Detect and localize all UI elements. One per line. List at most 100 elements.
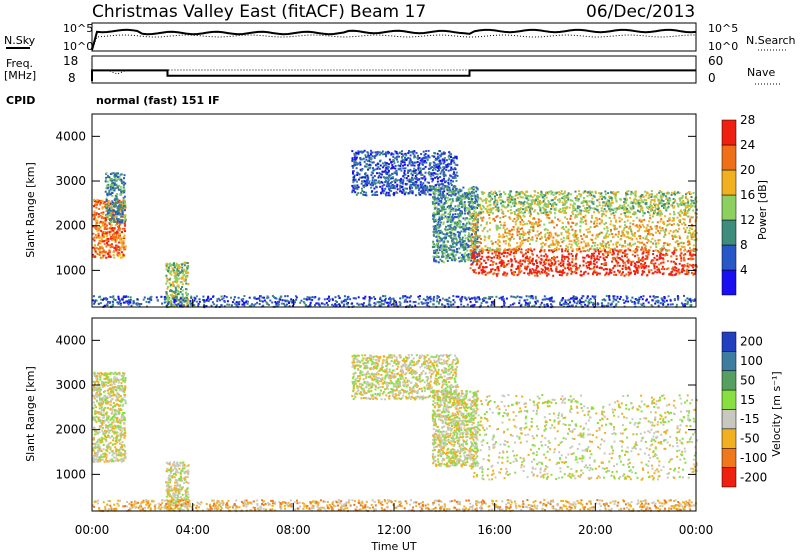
scatter-cell xyxy=(519,264,522,267)
scatter-cell xyxy=(352,297,355,300)
scatter-cell xyxy=(179,297,182,300)
scatter-cell xyxy=(471,198,474,200)
scatter-cell xyxy=(104,222,107,225)
scatter-cell xyxy=(115,236,118,239)
scatter-cell xyxy=(474,198,477,201)
scatter-cell xyxy=(615,259,618,262)
scatter-cell xyxy=(263,299,266,302)
scatter-cell xyxy=(670,255,673,258)
scatter-cell xyxy=(447,240,450,243)
scatter-cell xyxy=(468,202,471,205)
scatter-cell xyxy=(112,234,115,237)
scatter-cell xyxy=(447,181,450,184)
scatter-cell xyxy=(438,246,441,249)
scatter-cell xyxy=(613,295,616,298)
scatter-cell xyxy=(490,259,493,262)
scatter-cell xyxy=(117,220,120,223)
scatter-cell xyxy=(472,269,475,272)
scatter-cell xyxy=(356,171,359,174)
scatter-cell xyxy=(399,186,402,189)
scatter-cell xyxy=(94,213,97,216)
scatter-cell xyxy=(106,210,109,213)
scatter-cell xyxy=(416,157,419,160)
scatter-cell xyxy=(440,199,443,202)
scatter-cell xyxy=(645,235,648,238)
scatter-cell xyxy=(449,244,452,247)
scatter-cell xyxy=(547,213,550,216)
scatter-cell xyxy=(567,303,570,305)
scatter-cell xyxy=(418,298,421,301)
scatter-cell xyxy=(390,190,393,192)
scatter-cell xyxy=(650,269,653,272)
scatter-cell xyxy=(618,264,621,267)
freq-tick-top: 18 xyxy=(63,54,78,68)
scatter-cell xyxy=(593,222,595,225)
scatter-cell xyxy=(592,267,595,270)
scatter-cell xyxy=(636,245,638,248)
scatter-cell xyxy=(455,208,458,211)
scatter-cell xyxy=(355,157,358,160)
scatter-cell xyxy=(672,268,675,271)
scatter-cell xyxy=(596,258,599,261)
scatter-cell xyxy=(481,272,484,275)
scatter-cell xyxy=(97,201,100,204)
scatter-cell xyxy=(365,194,368,197)
scatter-cell xyxy=(108,191,111,194)
scatter-cell xyxy=(651,272,654,275)
scatter-cell xyxy=(571,304,574,307)
scatter-cell xyxy=(456,231,459,234)
scatter-cell xyxy=(462,248,465,251)
scatter-cell xyxy=(404,152,407,155)
scatter-cell xyxy=(539,231,542,234)
scatter-cell xyxy=(566,263,569,266)
scatter-cell xyxy=(433,246,436,248)
scatter-cell xyxy=(104,205,107,208)
scatter-cell xyxy=(388,297,390,300)
scatter-cell xyxy=(643,305,646,308)
scatter-cell xyxy=(450,206,453,209)
scatter-cell xyxy=(475,300,478,303)
scatter-cell xyxy=(351,189,354,192)
scatter-cell xyxy=(675,267,678,270)
scatter-cell xyxy=(441,180,444,183)
scatter-cell xyxy=(478,249,481,252)
scatter-cell xyxy=(658,268,661,271)
scatter-cell xyxy=(392,193,395,196)
scatter-cell xyxy=(479,263,482,266)
scatter-cell xyxy=(443,249,445,252)
scatter-cell xyxy=(106,227,109,230)
scatter-cell xyxy=(464,218,467,221)
scatter-cell xyxy=(684,264,687,267)
scatter-cell xyxy=(423,190,426,193)
scatter-cell xyxy=(113,220,116,223)
scatter-cell xyxy=(469,218,472,221)
scatter-cell xyxy=(323,298,326,301)
scatter-cell xyxy=(550,259,553,262)
scatter-cell xyxy=(522,259,525,262)
scatter-cell xyxy=(443,194,446,197)
scatter-cell xyxy=(465,298,468,301)
scatter-cell xyxy=(169,264,172,267)
scatter-cell xyxy=(386,182,389,185)
scatter-cell xyxy=(444,196,447,199)
scatter-cell xyxy=(631,253,634,256)
scatter-cell xyxy=(288,305,291,308)
scatter-cell xyxy=(462,305,465,308)
scatter-cell xyxy=(302,301,305,303)
scatter-cell xyxy=(480,224,483,227)
scatter-cell xyxy=(612,252,615,255)
scatter-cell xyxy=(109,213,112,216)
scatter-cell xyxy=(490,240,493,243)
scatter-cell xyxy=(185,282,188,285)
scatter-cell xyxy=(109,237,112,240)
scatter-cell xyxy=(123,234,126,237)
scatter-cell xyxy=(445,250,448,253)
scatter-cell xyxy=(565,255,568,258)
scatter-cell xyxy=(439,258,442,261)
scatter-cell xyxy=(593,297,596,300)
scatter-cell xyxy=(574,242,577,245)
scatter-cell xyxy=(524,267,527,270)
scatter-cell xyxy=(459,299,462,302)
scatter-cell xyxy=(454,205,457,208)
scatter-cell xyxy=(443,246,445,249)
